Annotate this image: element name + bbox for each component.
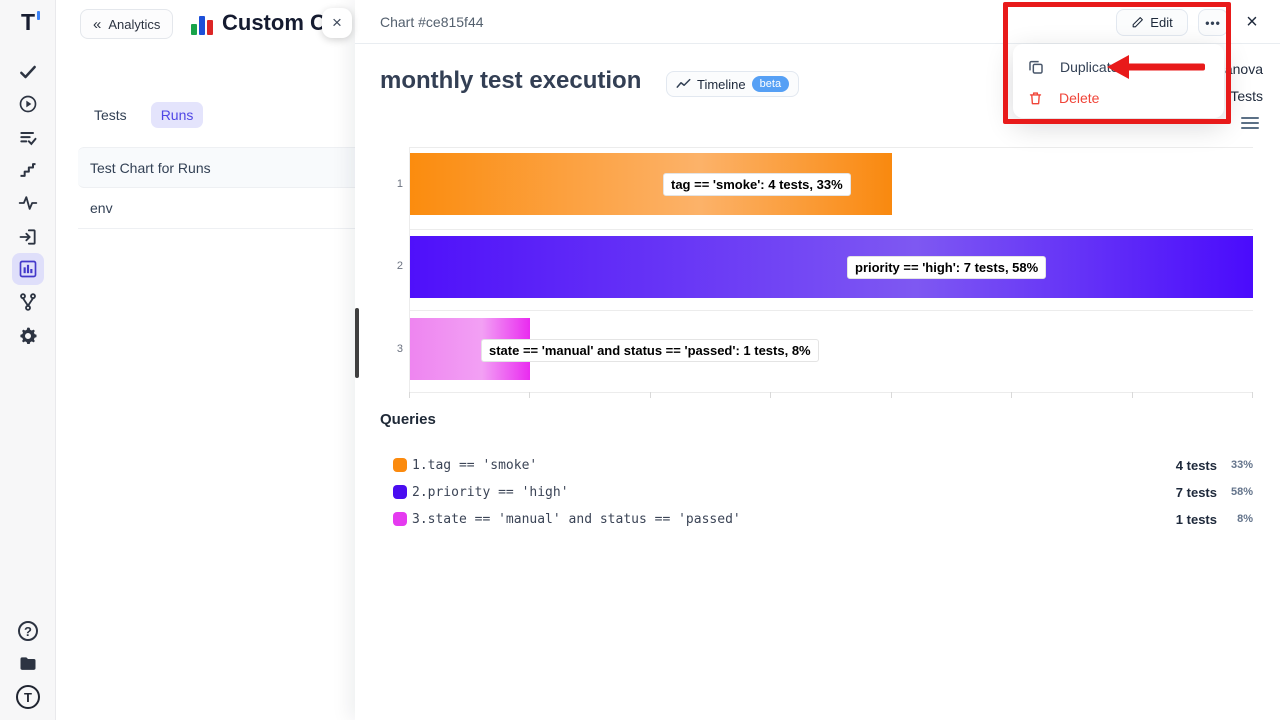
duplicate-icon bbox=[1029, 60, 1043, 74]
bar-chart-plot: 1 2 3 tag == 'smoke': 4 tests, 33% prior… bbox=[397, 147, 1253, 398]
timeline-toggle-button[interactable]: Timeline beta bbox=[666, 71, 800, 97]
annotation-highlight-rectangle bbox=[1003, 2, 1231, 124]
bar-data-label: tag == 'smoke': 4 tests, 33% bbox=[663, 173, 851, 196]
panel-header bbox=[355, 0, 1280, 44]
meta-owner-text: anova bbox=[1224, 61, 1263, 77]
projects-folder-icon[interactable] bbox=[14, 650, 42, 678]
back-chevrons-icon: « bbox=[93, 15, 102, 33]
menu-item-delete[interactable]: Delete bbox=[1013, 83, 1224, 112]
query-tests-count: 4 tests bbox=[1175, 457, 1217, 473]
branches-icon[interactable] bbox=[14, 288, 42, 316]
edit-button[interactable]: Edit bbox=[1116, 9, 1188, 36]
beta-badge: beta bbox=[751, 76, 790, 92]
back-label: Analytics bbox=[108, 16, 161, 32]
bar-data-label: state == 'manual' and status == 'passed'… bbox=[481, 339, 819, 362]
panel-close-button[interactable]: × bbox=[1239, 9, 1265, 36]
back-to-analytics-button[interactable]: « Analytics bbox=[80, 9, 174, 39]
query-tests-count: 7 tests bbox=[1175, 484, 1217, 500]
row-label: 1 bbox=[396, 178, 403, 190]
close-icon: × bbox=[332, 13, 342, 32]
query-swatch bbox=[393, 512, 407, 526]
plans-icon[interactable] bbox=[14, 124, 42, 152]
app-sidebar: T ? bbox=[0, 0, 56, 720]
query-tests-count: 1 tests bbox=[1175, 511, 1217, 527]
chart-list: Test Chart for Runs env bbox=[78, 147, 355, 229]
query-row: 1.tag == 'smoke' 4 tests 33% bbox=[393, 454, 1253, 476]
charts-drawer: « Analytics Custom Charts Tests Runs Tes… bbox=[56, 0, 355, 720]
bar-data-label: priority == 'high': 7 tests, 58% bbox=[847, 256, 1047, 279]
ellipsis-icon: ••• bbox=[1205, 15, 1221, 30]
menu-item-duplicate[interactable]: Duplicate bbox=[1013, 52, 1224, 81]
x-axis-ticks bbox=[409, 392, 1253, 399]
y-axis-line bbox=[409, 147, 410, 392]
query-percent: 33% bbox=[1230, 459, 1253, 471]
settings-gear-icon[interactable] bbox=[14, 322, 42, 350]
scrollbar-thumb[interactable] bbox=[355, 308, 359, 378]
drawer-tabs: Tests Runs bbox=[84, 102, 204, 128]
list-item[interactable]: Test Chart for Runs bbox=[78, 147, 355, 188]
pulse-icon[interactable] bbox=[14, 189, 42, 217]
import-icon[interactable] bbox=[14, 223, 42, 251]
milestones-icon[interactable] bbox=[14, 156, 42, 184]
annotation-arrow bbox=[1107, 55, 1205, 79]
trend-icon bbox=[676, 78, 691, 88]
meta-tests-text: Tests bbox=[1230, 88, 1263, 104]
chart-detail-panel: Chart #ce815f44 Edit ••• × anova Tests m… bbox=[355, 0, 1280, 720]
query-percent: 8% bbox=[1237, 513, 1253, 525]
queries-title: Queries bbox=[380, 411, 436, 428]
trash-icon bbox=[1029, 91, 1042, 104]
bar-2[interactable] bbox=[410, 236, 1253, 298]
analytics-icon[interactable] bbox=[12, 253, 44, 285]
query-percent: 58% bbox=[1230, 486, 1253, 498]
pencil-icon bbox=[1132, 17, 1144, 28]
list-item[interactable]: env bbox=[78, 188, 355, 229]
account-logo-icon[interactable]: T bbox=[14, 683, 42, 711]
row-label: 2 bbox=[396, 260, 403, 272]
chart-menu-hamburger-icon[interactable] bbox=[1241, 115, 1259, 131]
query-row: 2.priority == 'high' 7 tests 58% bbox=[393, 481, 1253, 503]
help-icon[interactable]: ? bbox=[14, 617, 42, 645]
query-swatch bbox=[393, 485, 407, 499]
query-swatch bbox=[393, 458, 407, 472]
more-options-button[interactable]: ••• bbox=[1198, 9, 1228, 36]
tab-runs[interactable]: Runs bbox=[150, 102, 204, 128]
runs-icon[interactable] bbox=[14, 90, 42, 118]
tests-icon[interactable] bbox=[14, 58, 42, 86]
context-menu: Duplicate Delete bbox=[1013, 44, 1224, 118]
drawer-close-button[interactable]: × bbox=[322, 8, 352, 38]
custom-charts-icon bbox=[191, 11, 215, 35]
tab-tests[interactable]: Tests bbox=[94, 107, 127, 123]
app-logo[interactable]: T bbox=[14, 8, 42, 36]
chart-title: monthly test execution bbox=[380, 67, 642, 94]
row-label: 3 bbox=[396, 343, 403, 355]
panel-title: Chart #ce815f44 bbox=[380, 14, 484, 30]
close-icon: × bbox=[1246, 11, 1258, 33]
drawer-title: Custom Charts bbox=[222, 10, 334, 35]
query-row: 3.state == 'manual' and status == 'passe… bbox=[393, 508, 1253, 530]
